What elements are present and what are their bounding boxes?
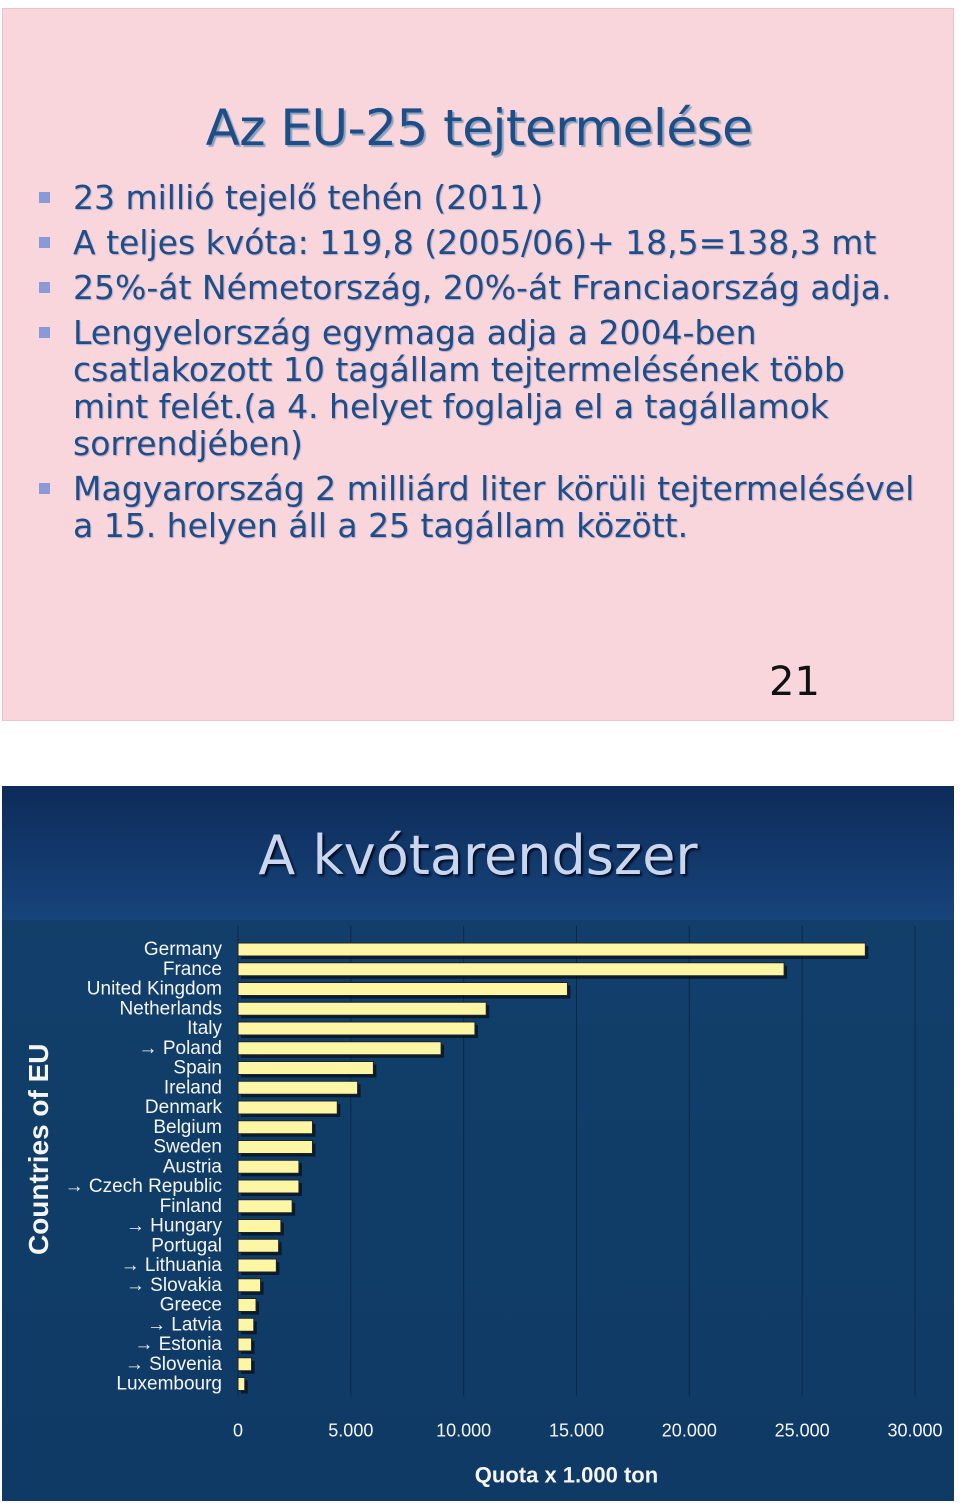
bar bbox=[237, 1159, 300, 1174]
category-label: Germany bbox=[144, 939, 223, 960]
x-axis-title: Quota x 1.000 ton bbox=[475, 1463, 658, 1488]
bar bbox=[237, 1357, 253, 1372]
x-tick-label: 25.000 bbox=[775, 1421, 830, 1441]
category-label: Netherlands bbox=[120, 998, 222, 1019]
bar bbox=[237, 1199, 293, 1214]
slide-2: A kvótarendszer Germany France United King… bbox=[2, 786, 954, 1501]
bar bbox=[237, 1238, 280, 1253]
bar bbox=[237, 1377, 246, 1391]
bar bbox=[237, 1061, 374, 1075]
category-label: → Lithuania bbox=[121, 1255, 223, 1276]
bullet-list: 23 millió tejelő tehén (2011) A teljes k… bbox=[39, 179, 919, 552]
bar bbox=[237, 962, 785, 977]
bar bbox=[237, 1080, 359, 1095]
bullet-square-icon bbox=[39, 192, 50, 203]
bar bbox=[237, 1298, 257, 1312]
slide-header bbox=[2, 786, 954, 920]
bar bbox=[237, 1258, 277, 1273]
bar bbox=[237, 1100, 338, 1115]
category-label: France bbox=[163, 959, 222, 980]
category-label: Sweden bbox=[153, 1137, 222, 1158]
bar bbox=[237, 982, 568, 996]
category-label: United Kingdom bbox=[87, 979, 222, 1000]
bullet-text: 23 millió tejelő tehén (2011) bbox=[73, 178, 544, 217]
category-label: Portugal bbox=[151, 1235, 222, 1256]
category-label: Spain bbox=[173, 1058, 222, 1079]
category-label: → Slovenia bbox=[125, 1354, 223, 1375]
bullet-item: Lengyelország egymaga adja a 2004-ben cs… bbox=[39, 314, 919, 462]
bullet-text: Lengyelország egymaga adja a 2004-ben cs… bbox=[73, 313, 845, 463]
page-number: 21 bbox=[769, 659, 820, 705]
slide-title: A kvótarendszer bbox=[258, 824, 698, 887]
x-tick-labels: 0 5.000 10.000 15.000 20.000 25.000 30.000 bbox=[233, 1421, 943, 1441]
bars bbox=[237, 942, 869, 1394]
x-tick-label: 0 bbox=[233, 1421, 243, 1441]
bar bbox=[237, 1337, 253, 1352]
bar bbox=[237, 1179, 300, 1194]
category-label: → Poland bbox=[139, 1038, 222, 1059]
category-label: Denmark bbox=[145, 1097, 223, 1118]
y-axis-title: Countries of EU bbox=[23, 1043, 54, 1255]
category-label: Italy bbox=[187, 1018, 222, 1039]
bar bbox=[237, 1041, 442, 1056]
x-tick-label: 20.000 bbox=[662, 1421, 717, 1441]
bullet-square-icon bbox=[39, 327, 50, 338]
category-label: → Czech Republic bbox=[65, 1176, 222, 1197]
category-label: Greece bbox=[160, 1295, 222, 1316]
category-label: Luxembourg bbox=[116, 1374, 222, 1395]
bar bbox=[237, 1140, 313, 1154]
bar bbox=[237, 942, 866, 957]
bullet-item: 25%-át Németország, 20%-át Franciaország… bbox=[39, 269, 919, 306]
category-label: → Hungary bbox=[126, 1216, 223, 1237]
category-label: Ireland bbox=[164, 1077, 222, 1098]
bullet-text: 25%-át Németország, 20%-át Franciaország… bbox=[73, 268, 892, 307]
bullet-text: A teljes kvóta: 119,8 (2005/06)+ 18,5=13… bbox=[73, 223, 877, 262]
slide-title: Az EU-25 tejtermelése bbox=[205, 99, 753, 157]
x-tick-label: 10.000 bbox=[436, 1421, 491, 1441]
bullet-square-icon bbox=[39, 282, 50, 293]
bullet-item: 23 millió tejelő tehén (2011) bbox=[39, 179, 919, 216]
x-tick-label: 5.000 bbox=[328, 1421, 373, 1441]
category-label: → Latvia bbox=[147, 1314, 222, 1335]
category-label: Belgium bbox=[153, 1117, 222, 1138]
category-label: → Slovakia bbox=[126, 1275, 223, 1296]
bullet-square-icon bbox=[39, 237, 50, 248]
bullet-item: Magyarország 2 milliárd liter körüli tej… bbox=[39, 470, 919, 544]
bullet-text: Magyarország 2 milliárd liter körüli tej… bbox=[73, 469, 915, 545]
bar bbox=[237, 1219, 282, 1233]
bar bbox=[237, 1001, 487, 1016]
category-label: → Estonia bbox=[134, 1334, 222, 1355]
bar bbox=[237, 1021, 476, 1036]
bullet-item: A teljes kvóta: 119,8 (2005/06)+ 18,5=13… bbox=[39, 224, 919, 261]
bar bbox=[237, 1278, 262, 1293]
category-label: Finland bbox=[160, 1196, 222, 1217]
x-tick-label: 15.000 bbox=[549, 1421, 604, 1441]
bar bbox=[237, 1120, 313, 1135]
bar bbox=[237, 1317, 255, 1332]
x-tick-label: 30.000 bbox=[887, 1421, 942, 1441]
bullet-square-icon bbox=[39, 483, 50, 494]
category-label: Austria bbox=[163, 1156, 223, 1177]
slide-1: Az EU-25 tejtermelése 23 millió tejelő t… bbox=[2, 8, 954, 721]
